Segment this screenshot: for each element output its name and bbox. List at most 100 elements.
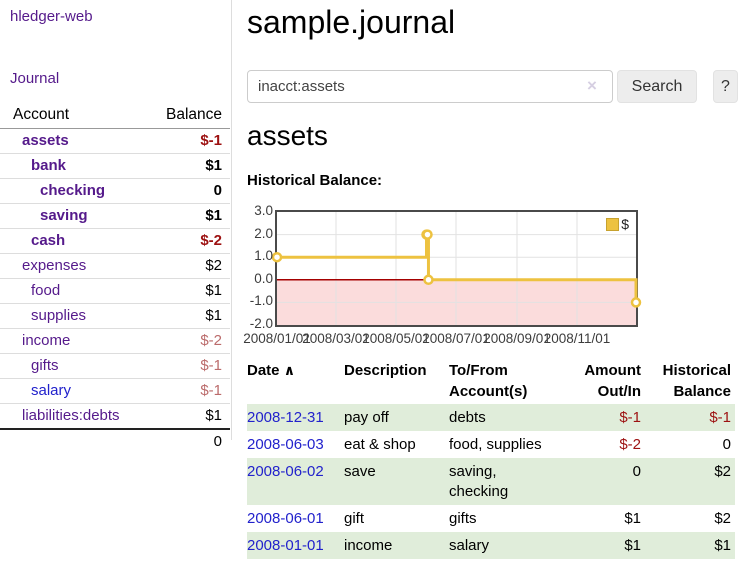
account-link-checking[interactable]: checking [40,182,106,199]
chart-canvas [271,212,642,325]
balance-column-header: Balance [149,103,230,129]
transaction-row: 2008-01-01 income salary $1 $1 [247,532,735,559]
account-link-bank[interactable]: bank [31,157,67,174]
account-balance: $1 [149,303,230,329]
account-link-liabilities-debts[interactable]: liabilities:debts [22,407,120,424]
transaction-row: 2008-06-03 eat & shop food, supplies $-2… [247,431,735,458]
account-link-food[interactable]: food [31,282,61,299]
account-link-gifts[interactable]: gifts [31,357,59,374]
date-column-header[interactable]: Date ∧ [247,362,296,379]
transaction-description: eat & shop [344,436,416,453]
search-input[interactable] [247,70,613,103]
account-balance: $1 [149,403,230,429]
description-column-header: Description [344,362,427,379]
account-link-salary[interactable]: salary [31,382,72,399]
transaction-accounts: debts [449,409,486,426]
account-link-assets[interactable]: assets [22,132,69,149]
page-title: sample.journal [247,4,456,40]
clear-search-icon[interactable]: × [587,76,597,95]
app-title-link[interactable]: hledger-web [10,8,93,25]
account-row: salary $-1 [0,378,230,404]
transaction-description: gift [344,510,365,527]
account-row: saving $1 [0,203,230,229]
transaction-accounts: food, supplies [449,436,542,453]
transaction-balance: $2 [714,463,731,480]
help-button[interactable]: ? [713,70,738,103]
account-row: cash $-2 [0,228,230,254]
account-heading: assets [247,120,328,151]
account-row: liabilities:debts $1 [0,403,230,429]
y-axis-tick-label: 1.0 [254,248,273,264]
y-axis-tick-label: 0.0 [254,270,273,286]
transaction-date-link[interactable]: 2008-06-03 [247,436,324,453]
accounts-table: Account Balance assets $-1 bank $1 check… [0,103,230,454]
account-row: income $-2 [0,328,230,354]
y-axis-tick-label: 3.0 [254,203,273,218]
account-link-cash[interactable]: cash [31,232,66,249]
x-axis-tick-label: 2008/07/01 [422,331,490,346]
transaction-description: pay off [344,409,389,426]
chart-title: Historical Balance: [247,172,383,189]
x-axis-tick-label: 2008/11/01 [543,331,611,346]
balance-column-header: Historical Balance [662,362,731,400]
y-axis-tick-label: 2.0 [254,225,273,241]
y-axis-tick-label: -1.0 [249,293,273,309]
chart-legend: $ [606,216,629,232]
sidebar-item-journal[interactable]: Journal [10,70,60,87]
account-balance: $-2 [149,328,230,354]
transaction-balance: $1 [714,537,731,554]
account-link-supplies[interactable]: supplies [31,307,87,324]
account-row: bank $1 [0,153,230,179]
transaction-date-link[interactable]: 2008-06-02 [247,463,324,480]
y-axis-tick-label: -2.0 [249,316,273,331]
transactions-table: Date ∧ Description To/From Account(s) Am… [247,358,735,559]
account-row: supplies $1 [0,303,230,329]
sort-asc-icon: ∧ [283,362,296,378]
account-row: assets $-1 [0,128,230,154]
accounts-total-row: 0 [0,428,230,454]
transaction-amount: 0 [632,463,641,480]
search-button[interactable]: Search [617,70,697,103]
transaction-description: save [344,463,376,480]
transaction-description: income [344,537,393,554]
account-row: expenses $2 [0,253,230,279]
x-axis-tick-label: 2008/09/01 [483,331,551,346]
account-link-saving[interactable]: saving [40,207,88,224]
transaction-row: 2008-06-01 gift gifts $1 $2 [247,505,735,532]
account-row: checking 0 [0,178,230,204]
transactions-header-row: Date ∧ Description To/From Account(s) Am… [247,358,735,404]
transaction-date-link[interactable]: 2008-12-31 [247,409,324,426]
x-axis-tick-label: 2008/03/01 [302,331,370,346]
transaction-balance: $-1 [709,409,731,426]
main-content: sample.journal × Search ? assets Histori… [243,0,742,559]
x-axis-tick-label: 2008/05/01 [362,331,430,346]
transaction-row: 2008-12-31 pay off debts $-1 $-1 [247,404,735,431]
account-balance: $-1 [149,378,230,404]
account-link-income[interactable]: income [22,332,71,349]
transaction-accounts: salary [449,537,490,554]
transaction-amount: $-2 [619,436,641,453]
transaction-amount: $1 [624,537,641,554]
accounts-total-value: 0 [149,428,230,454]
account-balance: $1 [149,278,230,304]
account-balance: 0 [149,178,230,204]
transaction-date-link[interactable]: 2008-06-01 [247,510,324,527]
search-form: × Search ? [247,70,742,104]
account-balance: $2 [149,253,230,279]
legend-label: $ [621,216,629,232]
account-row: gifts $-1 [0,353,230,379]
transaction-accounts: saving, checking [449,463,509,500]
account-balance: $-1 [149,353,230,379]
transaction-row: 2008-06-02 save saving, checking 0 $2 [247,458,735,505]
historical-balance-chart: $ 3.0 2.0 1.0 0.0 -1.0 -2.0 2008/01/01 2008/03/… [243,203,687,348]
account-balance: $-2 [149,228,230,254]
transaction-balance: $2 [714,510,731,527]
transaction-accounts: gifts [449,510,477,527]
chart-plot-area: $ [271,210,642,327]
account-balance: $1 [149,203,230,229]
transaction-date-link[interactable]: 2008-01-01 [247,537,324,554]
account-link-expenses[interactable]: expenses [22,257,87,274]
account-column-header: Account [0,103,150,129]
tofrom-column-header: To/From Account(s) [449,362,528,400]
transaction-balance: 0 [722,436,731,453]
